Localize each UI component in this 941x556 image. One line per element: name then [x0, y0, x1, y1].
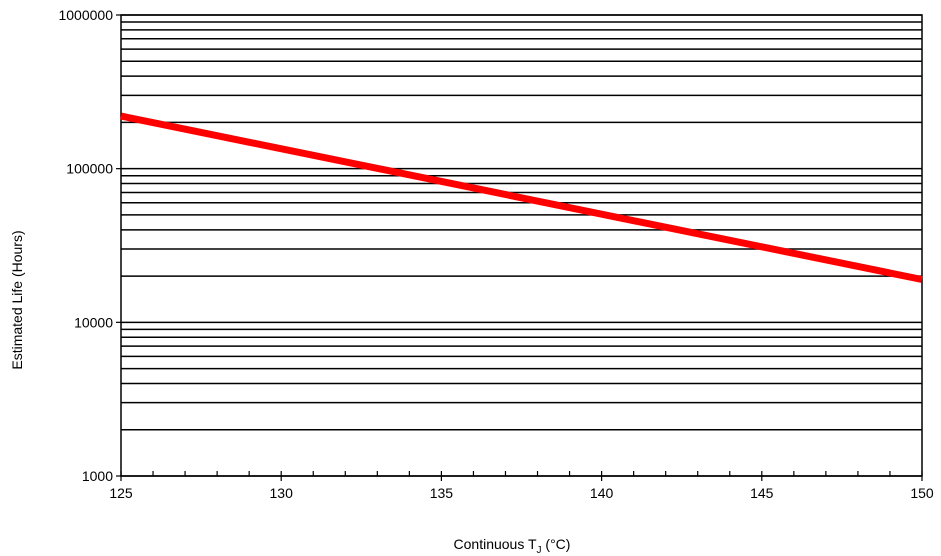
x-tick-label: 140 [590, 485, 614, 501]
x-axis-title: Continuous TJ (°C) [454, 536, 571, 556]
y-tick-label: 100000 [66, 161, 113, 177]
x-axis-title-main: Continuous T [454, 536, 537, 552]
series-layer [120, 112, 923, 283]
x-tick-label: 125 [109, 485, 133, 501]
x-tick-label: 130 [270, 485, 294, 501]
x-tick-label: 135 [430, 485, 454, 501]
y-tick-label: 1000 [82, 468, 113, 484]
x-tick-label: 150 [910, 485, 934, 501]
x-tick-label: 145 [750, 485, 774, 501]
x-axis-title-subscript: J [537, 545, 542, 556]
x-axis-title-unit: (°C) [542, 536, 571, 552]
y-tick-label: 1000000 [58, 7, 113, 23]
plot-area-frame [120, 14, 923, 477]
grid-lines [121, 14, 922, 477]
series-line [120, 112, 923, 283]
y-axis-title: Estimated Life (Hours) [9, 230, 25, 369]
tick-labels: 125 130 135 140 145 150 1000 10000 100000 1000000 [58, 7, 933, 501]
axis-ticks [116, 14, 923, 481]
y-tick-label: 10000 [74, 314, 113, 330]
